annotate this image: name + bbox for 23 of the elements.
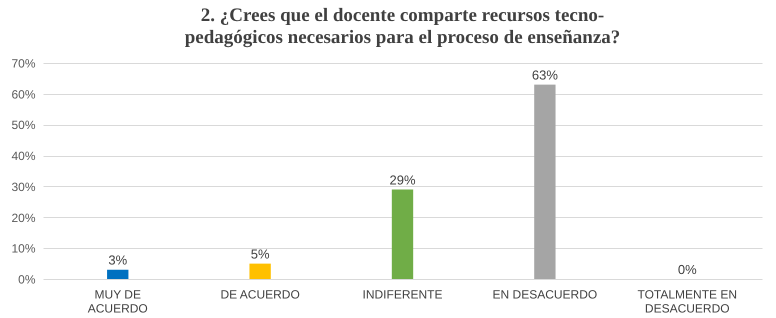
data-label: 63% bbox=[532, 68, 558, 83]
x-tick-label: DE ACUERDO bbox=[220, 288, 300, 302]
x-tick-label: EN DESACUERDO bbox=[492, 288, 598, 302]
data-label: 3% bbox=[108, 252, 128, 268]
y-tick-label: 0% bbox=[18, 272, 36, 286]
y-tick-label: 20% bbox=[11, 210, 36, 225]
bar bbox=[534, 84, 556, 279]
bar bbox=[107, 270, 128, 279]
data-label: 5% bbox=[250, 246, 270, 262]
x-tick-label: MUY DE ACUERDO bbox=[88, 288, 148, 316]
y-tick-label: 60% bbox=[11, 87, 36, 102]
y-tick-label: 50% bbox=[11, 118, 36, 132]
data-label: 29% bbox=[389, 172, 416, 188]
chart-title: 2. ¿Crees que el docente comparte recursos tecno- pedagógicos necesarios para el proceso de enseñanza? bbox=[184, 5, 620, 48]
y-tick-label: 40% bbox=[11, 149, 36, 164]
y-tick-label: 30% bbox=[11, 180, 36, 194]
bar bbox=[249, 264, 271, 279]
y-tick-label: 70% bbox=[11, 56, 36, 70]
data-label: 0% bbox=[678, 262, 698, 277]
bar bbox=[392, 190, 414, 279]
x-tick-label: INDIFERENTE bbox=[362, 288, 443, 302]
x-tick-label: TOTALMENTE EN DESACUERDO bbox=[637, 288, 738, 316]
y-tick-label: 10% bbox=[11, 242, 36, 256]
